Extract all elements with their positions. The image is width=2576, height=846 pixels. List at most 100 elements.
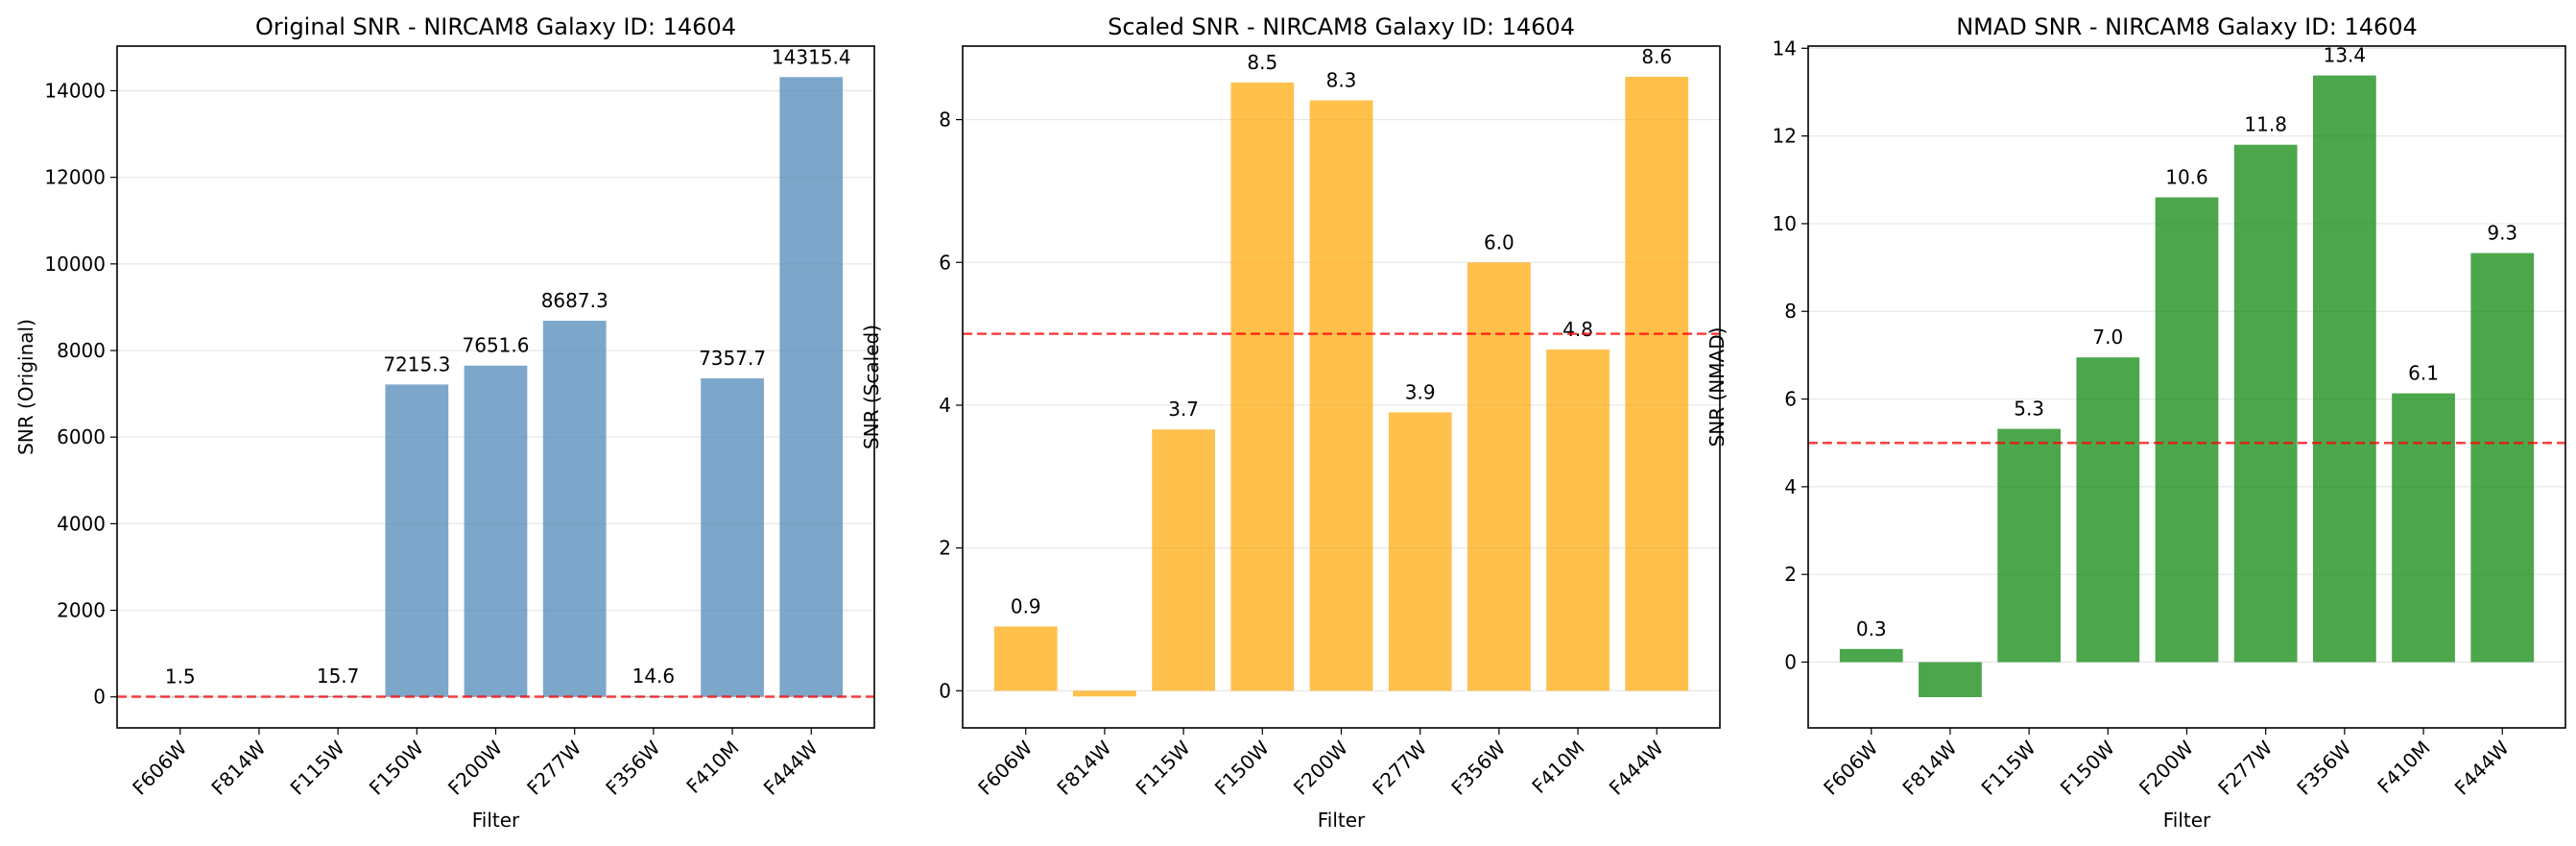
bar-value-label: 5.3 bbox=[2014, 398, 2044, 421]
bar-f150w bbox=[2076, 357, 2140, 663]
y-tick-label: 14 bbox=[1773, 36, 1797, 60]
chart-panel-scaled: Scaled SNR - NIRCAM8 Galaxy ID: 14604 SN… bbox=[860, 13, 1721, 832]
chart-panel-original: Original SNR - NIRCAM8 Galaxy ID: 14604 … bbox=[14, 13, 875, 832]
bar-value-label: 14.6 bbox=[632, 665, 676, 688]
axes-frame bbox=[116, 45, 875, 729]
y-tick-label: 2 bbox=[1784, 563, 1797, 586]
x-tick-label: F356W bbox=[1446, 736, 1510, 799]
x-tick-label: F356W bbox=[601, 736, 664, 799]
x-tick-label: F150W bbox=[2056, 736, 2119, 799]
x-tick-label: F277W bbox=[1368, 736, 1431, 799]
x-axis-label: Filter bbox=[472, 809, 520, 832]
bar-value-label: 8687.3 bbox=[541, 289, 608, 312]
bar-f356w bbox=[2313, 75, 2376, 663]
bar-f606w bbox=[1839, 648, 1903, 663]
bar-value-label: 7215.3 bbox=[383, 352, 450, 375]
y-tick-label: 10000 bbox=[44, 253, 106, 276]
bar-f115w bbox=[1997, 428, 2061, 663]
bar-f444w bbox=[1625, 76, 1689, 691]
x-tick-label: F356W bbox=[2292, 736, 2355, 799]
bar-value-label: 11.8 bbox=[2244, 113, 2287, 136]
bar-value-label: 6.1 bbox=[2408, 362, 2439, 385]
bar-labels: 0.3 5.3 7.0 10.6 11.8 13.4 6.1 9.3 bbox=[1856, 44, 2517, 641]
x-tick-label: F277W bbox=[522, 736, 585, 799]
x-tick-label: F606W bbox=[128, 736, 191, 799]
x-tick-label: F115W bbox=[1977, 736, 2040, 799]
x-axis-label: Filter bbox=[2163, 809, 2211, 832]
y-tick-label: 12000 bbox=[44, 166, 106, 189]
chart-title: Scaled SNR - NIRCAM8 Galaxy ID: 14604 bbox=[1108, 13, 1575, 40]
bar-value-label: 3.9 bbox=[1405, 380, 1436, 403]
bar-value-label: 4.8 bbox=[1562, 318, 1593, 341]
y-tick-label: 4000 bbox=[57, 512, 106, 535]
x-tick-label: F115W bbox=[1132, 736, 1195, 799]
y-tick-label: 2000 bbox=[57, 599, 106, 622]
x-tick-label: F200W bbox=[443, 736, 507, 799]
x-tick-label: F814W bbox=[1897, 736, 1961, 799]
bars bbox=[1839, 75, 2535, 698]
y-tick-label: 2 bbox=[939, 537, 951, 560]
y-tick-label: 14000 bbox=[44, 79, 106, 102]
bar-f150w bbox=[385, 384, 449, 697]
bar-f444w bbox=[779, 77, 844, 697]
y-tick-label: 0 bbox=[93, 686, 106, 709]
bar-f277w bbox=[542, 321, 607, 697]
y-tick-label: 12 bbox=[1773, 125, 1797, 148]
bar-f410m bbox=[701, 377, 764, 697]
x-tick-label: F444W bbox=[1605, 736, 1668, 799]
x-tick-label: F410M bbox=[681, 737, 743, 798]
x-tick-label: F410M bbox=[1527, 737, 1588, 798]
y-tick-label: 6 bbox=[939, 251, 951, 274]
x-tick-label: F444W bbox=[759, 736, 823, 799]
bar-value-label: 7357.7 bbox=[699, 347, 766, 370]
bar-value-label: 7651.6 bbox=[463, 334, 530, 357]
bar-f200w bbox=[464, 365, 528, 697]
bar-value-label: 8.3 bbox=[1326, 69, 1357, 92]
bar-f277w bbox=[1388, 412, 1452, 691]
bar-value-label: 6.0 bbox=[1484, 230, 1515, 254]
bar-value-label: 0.9 bbox=[1011, 594, 1041, 617]
y-tick-label: 4 bbox=[1784, 475, 1797, 498]
y-tick-label: 8 bbox=[1784, 300, 1797, 323]
y-tick-label: 8000 bbox=[57, 339, 106, 362]
bar-f410m bbox=[1546, 349, 1610, 691]
chart-title: Original SNR - NIRCAM8 Galaxy ID: 14604 bbox=[255, 13, 736, 40]
bar-f410m bbox=[2392, 393, 2455, 663]
y-tick-label: 4 bbox=[939, 394, 951, 417]
x-tick-label: F150W bbox=[365, 736, 428, 799]
x-tick-label: F814W bbox=[1052, 736, 1115, 799]
bar-value-label: 15.7 bbox=[317, 665, 360, 688]
x-tick-label: F115W bbox=[286, 736, 349, 799]
x-tick-label: F200W bbox=[1289, 736, 1352, 799]
x-tick-label: F410M bbox=[2373, 737, 2434, 798]
y-tick-label: 10 bbox=[1773, 212, 1797, 235]
y-tick-label: 6 bbox=[1784, 388, 1797, 411]
bar-value-label: 10.6 bbox=[2165, 166, 2208, 189]
x-tick-label: F277W bbox=[2213, 736, 2277, 799]
bar-f814w bbox=[1919, 662, 1982, 698]
x-tick-label: F150W bbox=[1210, 736, 1274, 799]
axes-frame bbox=[1807, 45, 2566, 729]
x-axis-label: Filter bbox=[1318, 809, 1366, 832]
bar-f356w bbox=[1467, 262, 1531, 691]
bar-value-label: 0.3 bbox=[1856, 617, 1887, 641]
bar-f814w bbox=[227, 696, 291, 698]
bar-f444w bbox=[2470, 253, 2535, 663]
x-tick-label: F200W bbox=[2135, 736, 2198, 799]
bar-labels: 0.9 3.7 8.5 8.3 3.9 6.0 4.8 8.6 bbox=[1011, 45, 1672, 617]
bar-f606w bbox=[993, 626, 1058, 691]
y-axis-label: SNR (Original) bbox=[14, 319, 37, 455]
x-tick-label: F606W bbox=[1819, 736, 1882, 799]
x-tick-label: F814W bbox=[206, 736, 270, 799]
bar-value-label: 8.6 bbox=[1641, 45, 1672, 68]
y-axis-label: SNR (Scaled) bbox=[860, 325, 883, 449]
y-tick-label: 0 bbox=[939, 679, 951, 702]
bar-value-label: 13.4 bbox=[2324, 44, 2367, 67]
y-tick-label: 6000 bbox=[57, 425, 106, 448]
y-axis-label: SNR (NMAD) bbox=[1705, 327, 1729, 447]
y-tick-label: 0 bbox=[1784, 651, 1797, 674]
axes-frame bbox=[962, 45, 1721, 729]
bar-f277w bbox=[2233, 144, 2298, 663]
bar-f115w bbox=[1152, 429, 1215, 691]
